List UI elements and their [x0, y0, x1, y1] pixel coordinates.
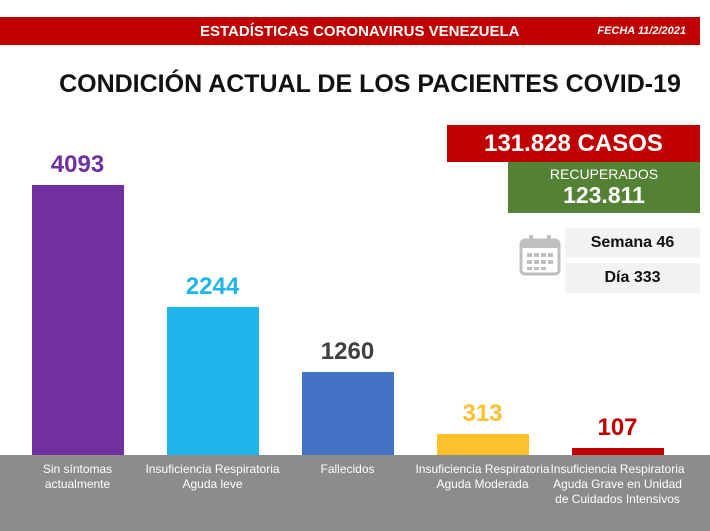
header-date: FECHA 11/2/2021 — [597, 25, 686, 37]
bar — [436, 434, 529, 455]
category-label: Fallecidos — [320, 462, 375, 476]
day-box: Día 333 — [565, 263, 700, 293]
bar — [571, 447, 664, 455]
bar — [166, 306, 259, 455]
header-title: ESTADÍSTICAS CORONAVIRUS VENEZUELA — [200, 23, 520, 40]
bar — [31, 185, 124, 455]
recovered-value: 123.811 — [563, 182, 645, 208]
bar — [301, 371, 394, 455]
value-label: 4093 — [50, 151, 105, 178]
category-label: Insuficiencia Respiratoria Aguda leve — [145, 462, 280, 491]
header-bar: ESTADÍSTICAS CORONAVIRUS VENEZUELA FECHA… — [0, 17, 700, 45]
calendar-icon — [519, 235, 561, 276]
chart-title: CONDICIÓN ACTUAL DE LOS PACIENTES COVID-… — [59, 70, 681, 98]
recovered-box: RECUPERADOS 123.811 — [508, 162, 700, 213]
cases-box: 131.828 CASOS — [447, 125, 700, 162]
category-label: Insuficiencia Respiratoria Aguda Moderad… — [415, 462, 550, 491]
category-label: Insuficiencia Respiratoria Aguda Grave e… — [550, 462, 685, 506]
value-label: 2244 — [185, 272, 240, 300]
category-band — [0, 455, 710, 531]
week-box: Semana 46 — [565, 228, 700, 258]
value-label: 313 — [462, 400, 503, 428]
value-label: 1260 — [320, 337, 375, 365]
value-label: 107 — [597, 413, 638, 441]
recovered-label: RECUPERADOS — [549, 166, 659, 182]
category-label: Sin síntomas actualmente — [42, 462, 113, 491]
